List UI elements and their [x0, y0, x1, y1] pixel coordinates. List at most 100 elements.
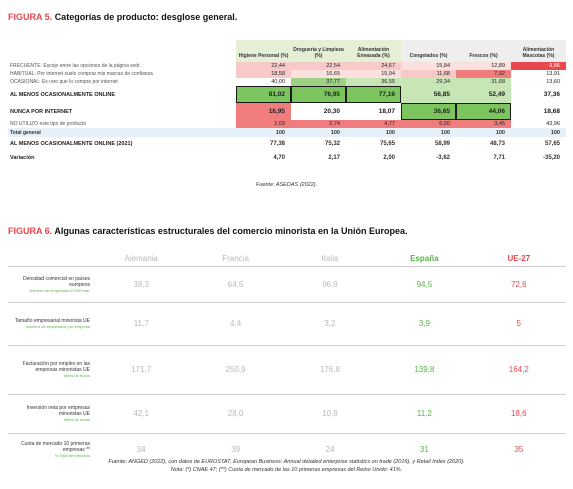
cell: 37,77 — [291, 78, 346, 86]
row-label: FRECUENTE: Escojo entre las opciones de … — [10, 63, 140, 69]
row-label-main: Inversión neta por empresas minoristas U… — [26, 405, 90, 417]
row-label: NO UTILIZO este tipo de producto — [10, 121, 87, 127]
cell-eu27: 18,6 — [510, 409, 527, 418]
table-row: FRECUENTE: Escojo entre las opciones de … — [8, 62, 566, 70]
cell: 3,45 — [456, 120, 511, 128]
cell-eu27: 5 — [516, 319, 521, 328]
cell: 75,32 — [324, 141, 340, 147]
row-label-unit: Miles de euros — [63, 417, 90, 422]
col-header: Congelados (%) — [401, 40, 456, 62]
cell: 16,65 — [291, 70, 346, 78]
table-row: Facturación por empleo en las empresas m… — [8, 345, 566, 394]
table-row: Densidad comercial en países europeos Nú… — [8, 266, 566, 302]
col-header-france: Francia — [222, 254, 249, 264]
figure6-note-line: Nota: (*) CNAE 47; (**) Cuota de mercado… — [170, 467, 403, 473]
cell: 2,74 — [291, 120, 346, 128]
cell-spain: 94,5 — [416, 279, 433, 289]
table-row: AL MENOS OCASIONALMENTE ONLINE 81,02 76,… — [8, 86, 566, 103]
row-label: Total general — [8, 128, 236, 137]
cell: 4,4 — [230, 319, 242, 328]
cell: 4,77 — [346, 120, 401, 128]
cell: 100 — [511, 128, 566, 137]
cell: 58,99 — [434, 141, 450, 147]
cell: 100 — [236, 128, 291, 137]
col-header-italy: Italia — [321, 254, 339, 264]
cell: 11,68 — [401, 70, 456, 78]
cell: 171,7 — [131, 365, 152, 374]
cell: 100 — [291, 128, 346, 137]
row-label: Densidad comercial en países europeos Nú… — [8, 266, 94, 302]
cell-eu27: 35 — [514, 444, 524, 454]
cell: 75,65 — [379, 141, 395, 147]
cell-eu27: 164,2 — [508, 365, 529, 374]
cell: 6,50 — [401, 120, 456, 128]
cell: 250,9 — [225, 365, 246, 374]
col-header-germany: Alemania — [124, 254, 158, 264]
cell: 56,85 — [401, 86, 456, 103]
cell: 43,96 — [546, 121, 560, 127]
table-row: Inversión neta por empresas minoristas U… — [8, 394, 566, 433]
figure5-source: Fuente: ASEDAS (2022). — [255, 182, 318, 188]
cell: 44,06 — [456, 103, 511, 120]
cell: 24 — [325, 444, 335, 454]
cell: 28,0 — [227, 409, 244, 418]
cell: 100 — [456, 128, 511, 137]
figure6-table: Alemania Francia Italia España UE-27 Den… — [8, 252, 566, 465]
cell: 13,60 — [546, 79, 560, 85]
header-blank — [8, 40, 236, 62]
cell: 2,00 — [383, 155, 395, 161]
cell-spain: 139,8 — [414, 365, 435, 374]
cell: 77,38 — [269, 141, 285, 147]
cell: 100 — [401, 128, 456, 137]
cell: 7,92 — [456, 70, 511, 78]
col-header: Frescos (%) — [456, 40, 511, 62]
cell: 11,7 — [133, 319, 149, 328]
cell: 52,49 — [456, 86, 511, 103]
cell: 39 — [231, 444, 241, 454]
cell: 7,71 — [493, 155, 505, 161]
cell: -35,20 — [542, 155, 560, 161]
cell: 36,65 — [401, 103, 456, 120]
col-header: Alimentación Mascotas (%) — [511, 40, 566, 62]
table-row: Tamaño empresarial minorista UE Número d… — [8, 302, 566, 345]
cell: 2,17 — [328, 155, 340, 161]
row-label: Facturación por empleo en las empresas m… — [8, 345, 94, 394]
row-label-main: Cuota de mercado 10 primeras empresas ** — [21, 440, 90, 453]
table-row: OCASIONAL: Es raro que lo compre por int… — [8, 78, 566, 86]
figure5-number: FIGURA 5. — [8, 12, 53, 22]
cell-eu27: 72,6 — [510, 279, 527, 289]
cell: 76,95 — [291, 86, 346, 103]
cell: 22,44 — [236, 62, 291, 70]
cell: 38,3 — [133, 279, 149, 289]
cell: 64,5 — [227, 279, 244, 289]
cell: 2,03 — [236, 120, 291, 128]
row-label-main: Facturación por empleo en las empresas m… — [22, 361, 90, 373]
cell: 96,9 — [322, 279, 338, 289]
table-row: Cuota de mercado 10 primeras empresas **… — [8, 433, 566, 465]
figure6-source: Fuente: ANGED (2022), con datos de EUROS… — [0, 458, 573, 474]
row-label-main: Densidad comercial en países europeos — [23, 275, 90, 288]
cell: 57,65 — [544, 141, 560, 147]
table-row: HABITUAL: Por internet suelo comprar mis… — [8, 70, 566, 78]
cell: 12,89 — [456, 62, 511, 70]
table-row: NUNCA POR INTERNET 16,95 20,30 18,07 36,… — [8, 103, 566, 120]
cell: 37,36 — [543, 91, 560, 98]
cell: 15,94 — [346, 70, 401, 78]
row-label: OCASIONAL: Es raro que lo compre por int… — [10, 79, 118, 85]
cell-spain: 3,9 — [418, 319, 430, 328]
row-label: AL MENOS OCASIONALMENTE ONLINE — [10, 91, 116, 98]
cell: 3,2 — [324, 319, 336, 328]
cell: 77,16 — [346, 86, 401, 103]
figure5-table: Higiene Personal (%) Droguería y Limpiez… — [8, 40, 566, 165]
cell-spain: 11,2 — [416, 409, 432, 418]
cell: 100 — [346, 128, 401, 137]
cell: 18,07 — [378, 108, 395, 115]
figure5-title: FIGURA 5. Categorías de producto: desglo… — [8, 12, 237, 22]
col-header: Higiene Personal (%) — [236, 40, 291, 62]
cell: 18,58 — [236, 70, 291, 78]
cell: 29,34 — [401, 78, 456, 86]
table-row: NO UTILIZO este tipo de producto 2,03 2,… — [8, 120, 566, 128]
cell: 176,8 — [319, 365, 340, 374]
cell-spain: 31 — [419, 444, 429, 454]
figure6-title-text: Algunas características estructurales de… — [54, 226, 408, 236]
